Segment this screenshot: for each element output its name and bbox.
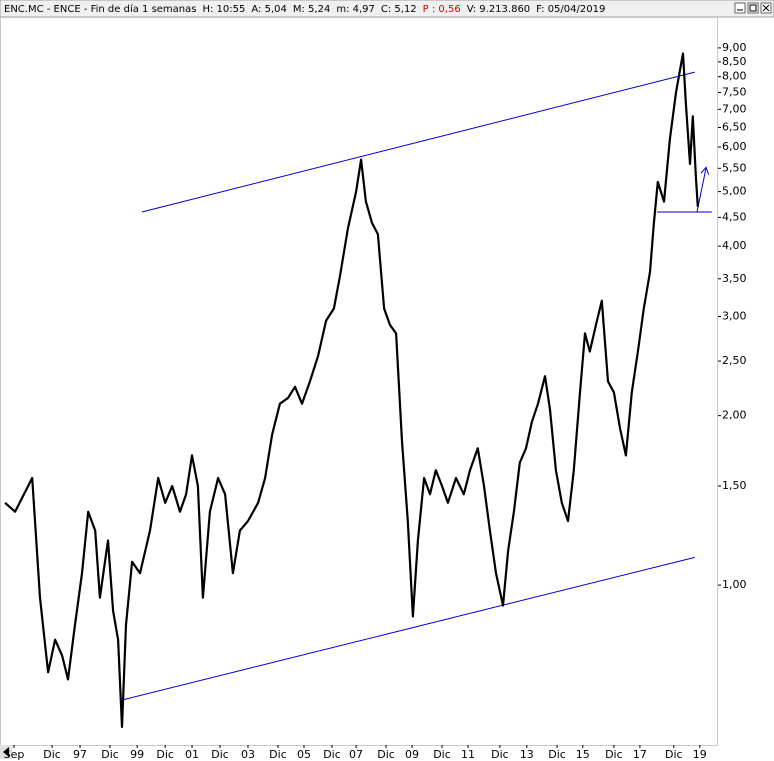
x-tick-label: Dic: [377, 748, 395, 761]
y-tick-label: 4,00: [722, 239, 747, 252]
maximize-button[interactable]: [747, 2, 759, 14]
header-item: F: 05/04/2019: [536, 4, 605, 15]
header: ENC.MC - ENCE - Fin de día 1 semanas H: 1…: [4, 3, 605, 15]
x-tick-label: Dic: [101, 748, 119, 761]
header-item: A: 5,04: [251, 4, 286, 15]
x-tick-label: Dic: [433, 748, 451, 761]
x-tick-label: 97: [73, 748, 87, 761]
x-tick-label: 11: [461, 748, 475, 761]
x-tick-label: 09: [405, 748, 419, 761]
y-tick-label: 1,50: [722, 479, 747, 492]
header-item: V: 9.213.860: [467, 4, 530, 15]
y-tick-label: 1,00: [722, 578, 747, 591]
icon: [3, 747, 9, 757]
x-tick-label: Dic: [605, 748, 623, 761]
x-tick-label: Dic: [548, 748, 566, 761]
header-item: m: 4,97: [336, 4, 375, 15]
header-item: ENC.MC - ENCE - Fin de día 1 semanas: [4, 3, 196, 15]
y-tick-label: 7,00: [722, 102, 747, 115]
trendline: [141, 71, 695, 213]
y-tick-label: 3,50: [722, 272, 747, 285]
x-tick-label: 17: [633, 748, 647, 761]
x-tick-label: Dic: [323, 748, 341, 761]
x-tick-label: 19: [693, 748, 707, 761]
x-tick-label: Dic: [269, 748, 287, 761]
icon: [749, 4, 757, 12]
y-tick-label: 2,50: [722, 354, 747, 367]
x-tick-label: Dic: [491, 748, 509, 761]
y-tick-label: 6,00: [722, 140, 747, 153]
plot-frame: [0, 17, 718, 746]
x-tick-label: Dic: [665, 748, 683, 761]
trendline: [121, 556, 695, 701]
x-tick-label: Dic: [211, 748, 229, 761]
x-tick-label: 03: [241, 748, 255, 761]
x-tick-label: Dic: [156, 748, 174, 761]
minimize-button[interactable]: [734, 2, 746, 14]
y-tick-label: 9,00: [722, 41, 747, 54]
y-tick-label: 6,50: [722, 120, 747, 133]
icon: [762, 4, 770, 12]
y-tick-label: 8,50: [722, 55, 747, 68]
header-item: H: 10:55: [202, 4, 245, 15]
price-line: [4, 52, 699, 728]
x-tick-label: 07: [349, 748, 363, 761]
window-buttons[interactable]: [734, 2, 772, 14]
header-item: C: 5,12: [381, 4, 417, 15]
y-tick-label: 3,00: [722, 309, 747, 322]
y-tick-label: 2,00: [722, 409, 747, 422]
x-tick-label: Sep: [4, 748, 25, 761]
x-tick-label: 05: [297, 748, 311, 761]
y-tick-label: 4,50: [722, 210, 747, 223]
x-tick-label: 15: [576, 748, 590, 761]
y-tick-label: 8,00: [722, 70, 747, 83]
y-tick-label: 7,50: [722, 85, 747, 98]
x-tick-label: 13: [520, 748, 534, 761]
y-tick-label: 5,00: [722, 185, 747, 198]
x-tick-label: 99: [130, 748, 144, 761]
header-item: M: 5,24: [293, 4, 330, 15]
y-tick-label: 5,50: [722, 161, 747, 174]
x-tick-label: Dic: [43, 748, 61, 761]
header-item: P : 0,56: [423, 4, 461, 15]
x-tick-label: 01: [185, 748, 199, 761]
